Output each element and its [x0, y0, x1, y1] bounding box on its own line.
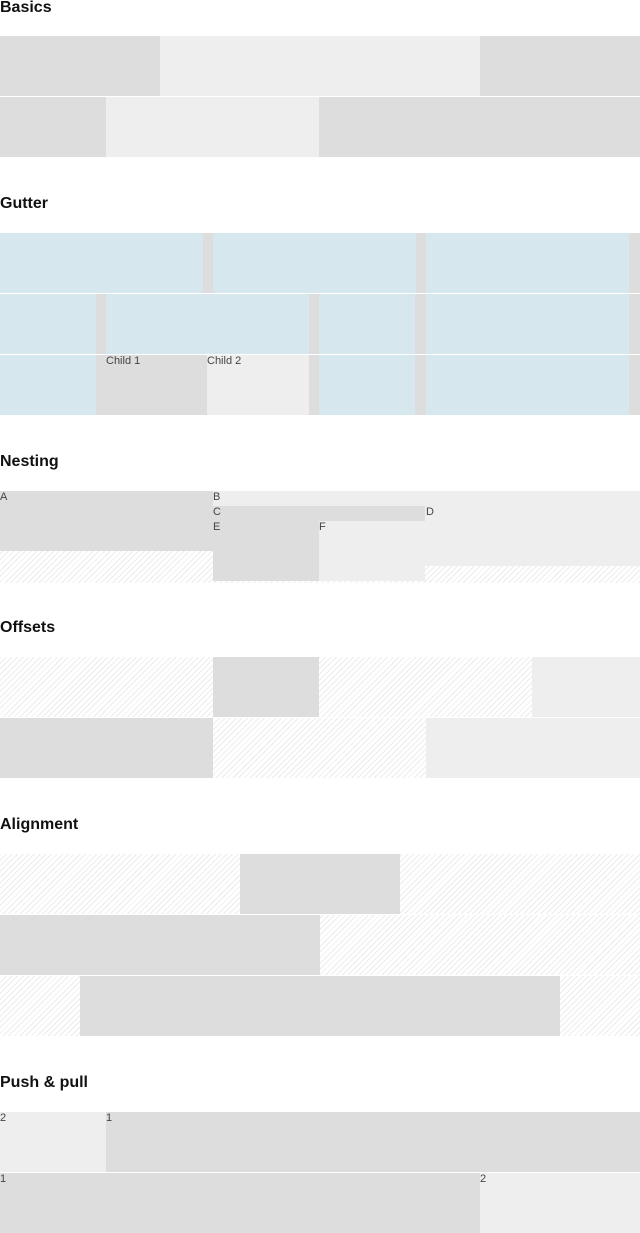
section-title-gutter: Gutter [0, 195, 48, 212]
basics-row1-col2 [160, 36, 480, 96]
gutter-row1-col2 [213, 233, 416, 293]
offsets-row2-col1 [0, 718, 213, 778]
basics-row1-col3 [480, 36, 640, 96]
section-title-offsets: Offsets [0, 619, 56, 636]
push-pull-row1-col-a: 2 [0, 1112, 106, 1172]
alignment-row1-center-box [240, 854, 400, 914]
nesting-box-e: E [213, 521, 319, 581]
nesting-label-e: E [213, 521, 221, 533]
offsets-row1-col2 [532, 657, 640, 717]
nesting-label-f: F [319, 521, 326, 533]
section-title-basics: Basics [0, 0, 52, 16]
basics-row2-col1 [0, 97, 106, 157]
gutter-child1-label: Child 1 [106, 355, 141, 367]
offsets-row2-col2 [426, 718, 640, 778]
offsets-row1-spacer1 [0, 657, 213, 717]
section-title-alignment: Alignment [0, 816, 79, 833]
gutter-row1-col1 [0, 233, 203, 293]
basics-row1-col1 [0, 36, 160, 96]
nesting-box-f: F [319, 521, 425, 581]
gutter-row3-col4 [426, 355, 629, 415]
push-pull-row1-label-b: 1 [106, 1112, 113, 1124]
gutter-child2-label: Child 2 [207, 355, 242, 367]
section-title-nesting: Nesting [0, 453, 59, 470]
offsets-row1-spacer2 [319, 657, 532, 717]
nesting-label-d: D [426, 506, 434, 518]
push-pull-row2-label-a: 1 [0, 1173, 7, 1185]
gutter-row3-col1 [0, 355, 96, 415]
offsets-row1-col1 [213, 657, 319, 717]
basics-row2-col3 [319, 97, 640, 157]
nesting-box-d: D [425, 506, 640, 566]
alignment-row3-center-box [80, 976, 560, 1036]
nesting-label-a: A [0, 491, 8, 503]
offsets-row2-spacer [213, 718, 426, 778]
gutter-row3-col3 [319, 355, 415, 415]
nesting-label-c: C [213, 506, 221, 518]
nesting-label-b: B [213, 491, 221, 503]
gutter-row2-col3 [319, 294, 415, 354]
push-pull-row2-col-b: 2 [480, 1173, 640, 1233]
section-title-push-pull: Push & pull [0, 1074, 88, 1091]
gutter-row1-col3 [426, 233, 629, 293]
push-pull-row1-label-a: 2 [0, 1112, 7, 1124]
basics-row2-col2 [106, 97, 319, 157]
gutter-nested-child1: Child 1 [106, 355, 207, 415]
gutter-nested-child2: Child 2 [207, 355, 309, 415]
push-pull-row1-col-b: 1 [106, 1112, 640, 1172]
nesting-box-a: A [0, 491, 213, 551]
push-pull-row2-label-b: 2 [480, 1173, 487, 1185]
gutter-row2-col2 [106, 294, 309, 354]
gutter-row2-col4 [426, 294, 629, 354]
alignment-row2-left-box [0, 915, 320, 975]
push-pull-row2-col-a: 1 [0, 1173, 480, 1233]
gutter-row2-col1 [0, 294, 96, 354]
